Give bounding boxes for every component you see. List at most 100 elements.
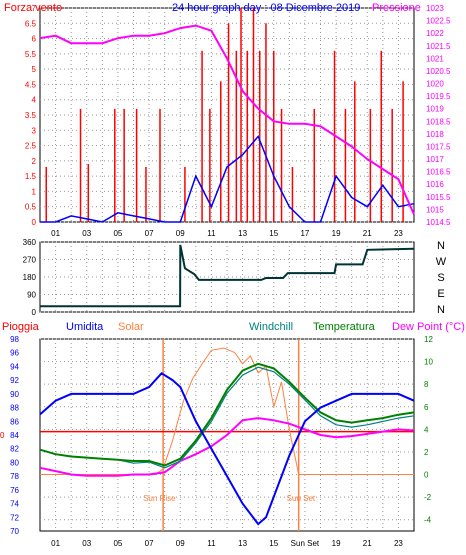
main-x-tick-label: Sun Set — [291, 539, 320, 548]
gust-bar — [265, 23, 267, 222]
temperature-tick-label: 10 — [424, 358, 433, 367]
pressure-tick-label: 1018 — [426, 130, 444, 139]
legend-temperature: Temperatura — [313, 321, 376, 333]
gust-bar — [246, 50, 249, 222]
temperature-tick-label: 12 — [424, 335, 433, 344]
gust-bar — [280, 108, 283, 222]
wind-x-tick-label: 01 — [51, 229, 60, 238]
main-x-tick-label: 21 — [363, 539, 372, 548]
wind-tick-label: 0 — [32, 218, 37, 227]
wind-x-tick-label: 05 — [113, 229, 122, 238]
legend-rain: Pioggia — [2, 321, 40, 333]
compass-letter: E — [437, 288, 444, 300]
gust-bar — [45, 166, 47, 222]
gust-bar — [313, 108, 316, 222]
humidity-tick-label: 80 — [10, 458, 19, 467]
main-x-tick-label: 05 — [113, 539, 122, 548]
gust-bar — [79, 108, 82, 222]
humidity-tick-label: 86 — [10, 417, 19, 426]
gust-bar — [227, 23, 230, 222]
humidity-tick-label: 82 — [10, 445, 19, 454]
wind-x-tick-label: 17 — [300, 229, 309, 238]
wind-left-axis: 7 6.5 6 5.5 5 4.5 4 3.5 3 2.5 2 1.5 1 0.5 0 — [25, 4, 37, 227]
legend-windchill: Windchill — [249, 321, 293, 333]
wind-tick-label: 4 — [32, 96, 37, 105]
gust-bar — [391, 108, 393, 222]
direction-left-axis: 360 270 180 90 0 — [23, 238, 37, 317]
dewpoint-line — [39, 417, 415, 477]
legend-solar: Solar — [118, 321, 144, 333]
gust-bar — [252, 8, 255, 222]
wind-x-tick-label: 21 — [363, 229, 372, 238]
pressure-line — [39, 24, 415, 215]
sunset-label: Sun Set — [287, 494, 316, 503]
humidity-tick-label: 94 — [10, 362, 19, 371]
humidity-tick-label: 70 — [10, 527, 19, 536]
gust-bar — [240, 8, 242, 222]
compass-letter: S — [437, 272, 444, 284]
main-x-tick-label: 19 — [332, 539, 341, 548]
wind-tick-label: 3 — [32, 126, 37, 135]
humidity-tick-label: 78 — [10, 472, 19, 481]
gust-bar — [184, 166, 186, 222]
humidity-tick-label: 74 — [10, 500, 19, 509]
temperature-tick-label: -4 — [424, 516, 432, 525]
humidity-tick-label: 90 — [10, 390, 19, 399]
gust-bar — [369, 108, 372, 222]
temperature-tick-label: 8 — [424, 380, 429, 389]
humidity-tick-label: 76 — [10, 486, 19, 495]
gust-bar — [220, 81, 222, 222]
direction-tick-label: 90 — [27, 291, 36, 300]
pressure-axis-label: Pressione — [372, 2, 421, 14]
wind-tick-label: 6 — [32, 35, 37, 44]
gust-bar — [87, 163, 90, 222]
pressure-tick-label: 1016.5 — [426, 168, 451, 177]
gust-bars — [45, 8, 404, 222]
wind-x-axis: 01 03 05 07 09 11 13 15 17 19 21 23 — [51, 229, 403, 238]
wind-x-tick-label: 15 — [269, 229, 278, 238]
gust-bar — [209, 108, 211, 222]
temperature-tick-label: -2 — [424, 493, 432, 502]
temperature-right-axis: 12 10 8 6 4 2 0 -2 -4 — [424, 335, 433, 525]
chart-title: 24 hour graph day : 08 Dicembre 2019 — [172, 2, 360, 14]
gust-bar — [354, 81, 356, 222]
pressure-tick-label: 1022 — [426, 29, 444, 38]
wind-x-tick-label: 19 — [332, 229, 341, 238]
wind-speed-line — [40, 134, 415, 223]
main-x-tick-label: 13 — [238, 539, 247, 548]
wind-tick-label: 1 — [32, 187, 37, 196]
solar-line — [40, 347, 414, 475]
wind-x-tick-label: 09 — [176, 229, 185, 238]
humidity-line — [39, 372, 415, 526]
compass-letter: N — [437, 304, 445, 316]
main-x-tick-label: 09 — [176, 539, 185, 548]
legend-dewpoint: Dew Point (°C) — [392, 321, 465, 333]
pressure-tick-label: 1014.5 — [426, 218, 451, 227]
pressure-tick-label: 1017 — [426, 155, 444, 164]
gust-bar — [159, 108, 161, 222]
gust-bar — [380, 50, 383, 222]
temperature-tick-label: 4 — [424, 425, 429, 434]
pressure-tick-label: 1017.5 — [426, 142, 451, 151]
main-x-tick-label: 23 — [394, 539, 403, 548]
wind-tick-label: 5 — [32, 65, 37, 74]
pressure-right-axis: 1023 1022.5 1022 1021.5 1021 1020.5 1020 1019.5… — [426, 4, 451, 227]
compass-letter: W — [436, 256, 447, 268]
main-x-tick-label: 07 — [145, 539, 154, 548]
humidity-tick-label: 96 — [10, 349, 19, 358]
wind-tick-label: 1.5 — [25, 172, 37, 181]
gust-bar — [273, 50, 275, 222]
humidity-left-axis: 98 96 94 92 90 88 86 84 82 80 78 76 74 72 70 — [10, 335, 19, 536]
pressure-tick-label: 1021.5 — [426, 42, 451, 51]
humidity-tick-label: 98 — [10, 335, 19, 344]
wind-tick-label: 2.5 — [25, 142, 37, 151]
temperature-line — [39, 362, 415, 467]
wind-x-tick-label: 11 — [207, 229, 216, 238]
gust-bar — [402, 81, 404, 222]
direction-tick-label: 270 — [23, 256, 37, 265]
main-x-tick-label: 01 — [51, 539, 60, 548]
wind-tick-label: 7 — [32, 4, 37, 13]
rain-value-label: 0 — [0, 431, 5, 440]
humidity-tick-label: 84 — [10, 431, 19, 440]
